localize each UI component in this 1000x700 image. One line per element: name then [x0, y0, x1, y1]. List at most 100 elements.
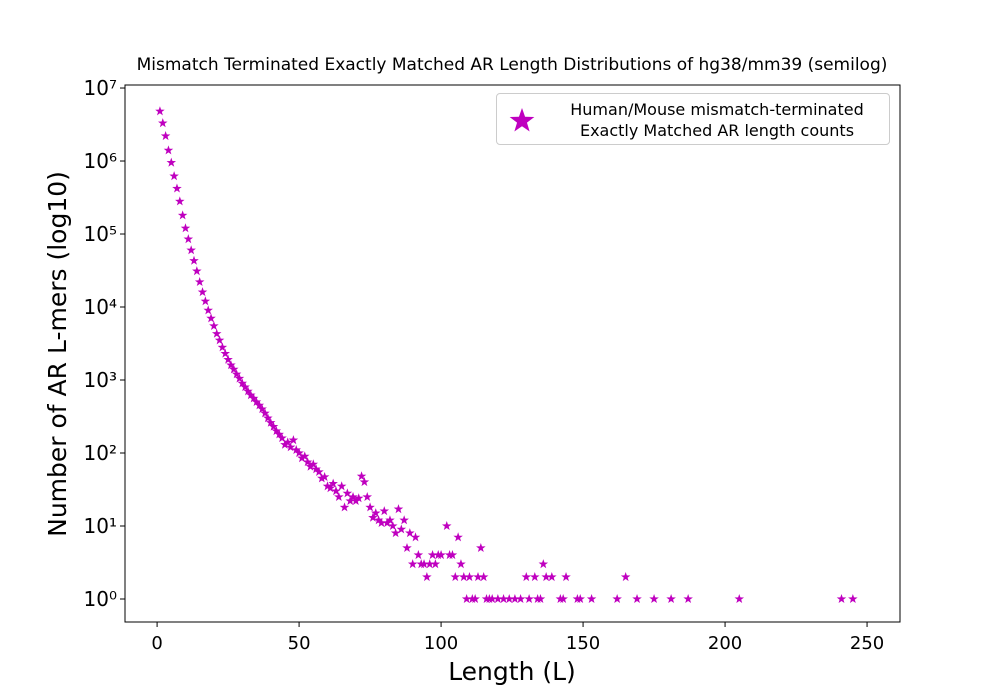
data-point — [456, 559, 466, 569]
data-point — [274, 429, 284, 439]
data-point — [632, 593, 642, 604]
data-point — [561, 572, 571, 582]
data-point — [478, 572, 489, 582]
data-point — [214, 335, 225, 345]
data-point — [351, 496, 361, 506]
data-point — [271, 426, 282, 436]
y-tick-label: 10¹ — [84, 514, 117, 538]
data-point — [220, 348, 230, 358]
data-point — [288, 435, 299, 445]
data-point — [319, 471, 330, 481]
data-point — [530, 572, 540, 582]
data-point — [487, 593, 497, 604]
data-point — [399, 515, 409, 525]
data-point — [376, 517, 387, 528]
data-point — [282, 437, 293, 447]
data-point — [322, 481, 333, 491]
data-point — [683, 593, 693, 604]
data-point — [257, 404, 267, 414]
data-point — [365, 502, 375, 512]
data-point — [459, 572, 469, 582]
data-point — [308, 459, 319, 469]
legend-marker-star — [509, 108, 535, 132]
data-point — [371, 508, 381, 518]
y-axis-label: Number of AR L-mers (log10) — [43, 171, 72, 537]
data-point — [194, 277, 205, 287]
data-point — [209, 320, 219, 331]
data-point — [300, 451, 310, 461]
data-point — [538, 559, 549, 569]
y-tick-label: 10⁶ — [84, 149, 117, 173]
data-point — [200, 296, 211, 306]
legend: Human/Mouse mismatch-terminated Exactly … — [496, 93, 890, 145]
data-point — [470, 593, 480, 604]
data-point — [379, 506, 390, 516]
data-point — [410, 532, 421, 542]
x-tick-label: 150 — [566, 633, 600, 654]
y-tick-label: 10⁴ — [84, 295, 117, 319]
data-point — [413, 550, 424, 560]
data-point — [734, 593, 745, 604]
data-point — [515, 593, 526, 604]
data-point — [620, 572, 631, 582]
x-tick-label: 200 — [708, 633, 742, 654]
data-point — [402, 542, 412, 553]
data-point — [521, 572, 532, 582]
data-point — [442, 521, 452, 531]
data-point — [382, 517, 392, 528]
data-point — [385, 515, 395, 525]
data-point — [407, 559, 418, 569]
data-point — [169, 171, 179, 181]
data-point — [427, 550, 438, 560]
data-point — [541, 572, 551, 582]
data-point — [226, 360, 236, 370]
data-point — [197, 287, 208, 297]
data-point — [229, 364, 239, 374]
data-point — [575, 593, 585, 604]
data-point — [331, 486, 341, 496]
data-point — [294, 448, 304, 458]
data-point — [314, 466, 324, 476]
y-tick-label: 10⁵ — [84, 222, 117, 246]
data-point — [251, 396, 262, 407]
data-point — [260, 408, 270, 418]
data-point — [422, 572, 432, 582]
data-point — [836, 593, 847, 604]
data-point — [393, 504, 404, 514]
data-point — [848, 593, 858, 604]
data-point — [430, 559, 441, 569]
data-point — [206, 313, 216, 323]
data-point — [558, 593, 568, 604]
data-point — [291, 444, 301, 455]
data-point — [285, 442, 296, 452]
data-point — [473, 572, 483, 582]
data-point — [305, 461, 316, 471]
x-tick-label: 250 — [850, 633, 884, 654]
data-point — [192, 266, 202, 276]
data-point — [246, 390, 256, 400]
data-point — [336, 481, 347, 491]
data-point — [524, 593, 534, 604]
data-point — [234, 373, 245, 383]
data-point — [504, 593, 514, 604]
data-point — [317, 473, 327, 483]
data-point — [419, 559, 429, 569]
data-point — [203, 305, 213, 315]
data-point — [254, 400, 265, 410]
data-point — [160, 131, 171, 141]
data-point — [180, 223, 191, 233]
data-point — [464, 572, 475, 582]
legend-label: Human/Mouse mismatch-terminated Exactly … — [570, 100, 864, 140]
y-tick-label: 10⁰ — [84, 587, 117, 611]
data-point — [325, 483, 336, 493]
data-point — [405, 528, 415, 538]
data-point — [450, 572, 461, 582]
y-tick-label: 10⁷ — [84, 76, 117, 100]
data-point — [510, 593, 520, 604]
plot-frame — [124, 84, 901, 623]
data-point — [373, 515, 384, 525]
data-point — [348, 491, 358, 501]
data-point — [476, 542, 486, 553]
